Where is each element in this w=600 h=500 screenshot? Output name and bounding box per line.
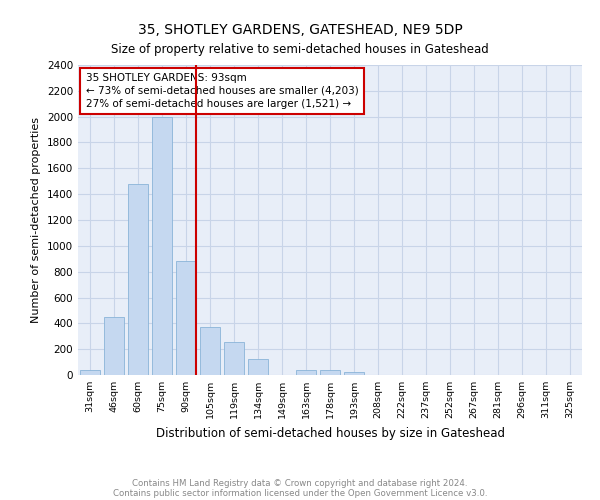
Bar	[152, 116, 172, 375]
Bar	[104, 317, 124, 375]
Text: Size of property relative to semi-detached houses in Gateshead: Size of property relative to semi-detach…	[111, 42, 489, 56]
Bar	[224, 342, 244, 375]
Bar	[200, 327, 220, 375]
Text: Contains HM Land Registry data © Crown copyright and database right 2024.: Contains HM Land Registry data © Crown c…	[132, 478, 468, 488]
Bar	[176, 262, 196, 375]
Text: 35 SHOTLEY GARDENS: 93sqm
← 73% of semi-detached houses are smaller (4,203)
27% : 35 SHOTLEY GARDENS: 93sqm ← 73% of semi-…	[86, 72, 358, 109]
Text: 35, SHOTLEY GARDENS, GATESHEAD, NE9 5DP: 35, SHOTLEY GARDENS, GATESHEAD, NE9 5DP	[137, 22, 463, 36]
Bar	[296, 370, 316, 375]
Bar	[344, 372, 364, 375]
Bar	[320, 370, 340, 375]
Y-axis label: Number of semi-detached properties: Number of semi-detached properties	[31, 117, 41, 323]
Bar	[248, 359, 268, 375]
Text: Contains public sector information licensed under the Open Government Licence v3: Contains public sector information licen…	[113, 488, 487, 498]
Bar	[80, 370, 100, 375]
Bar	[128, 184, 148, 375]
X-axis label: Distribution of semi-detached houses by size in Gateshead: Distribution of semi-detached houses by …	[155, 426, 505, 440]
